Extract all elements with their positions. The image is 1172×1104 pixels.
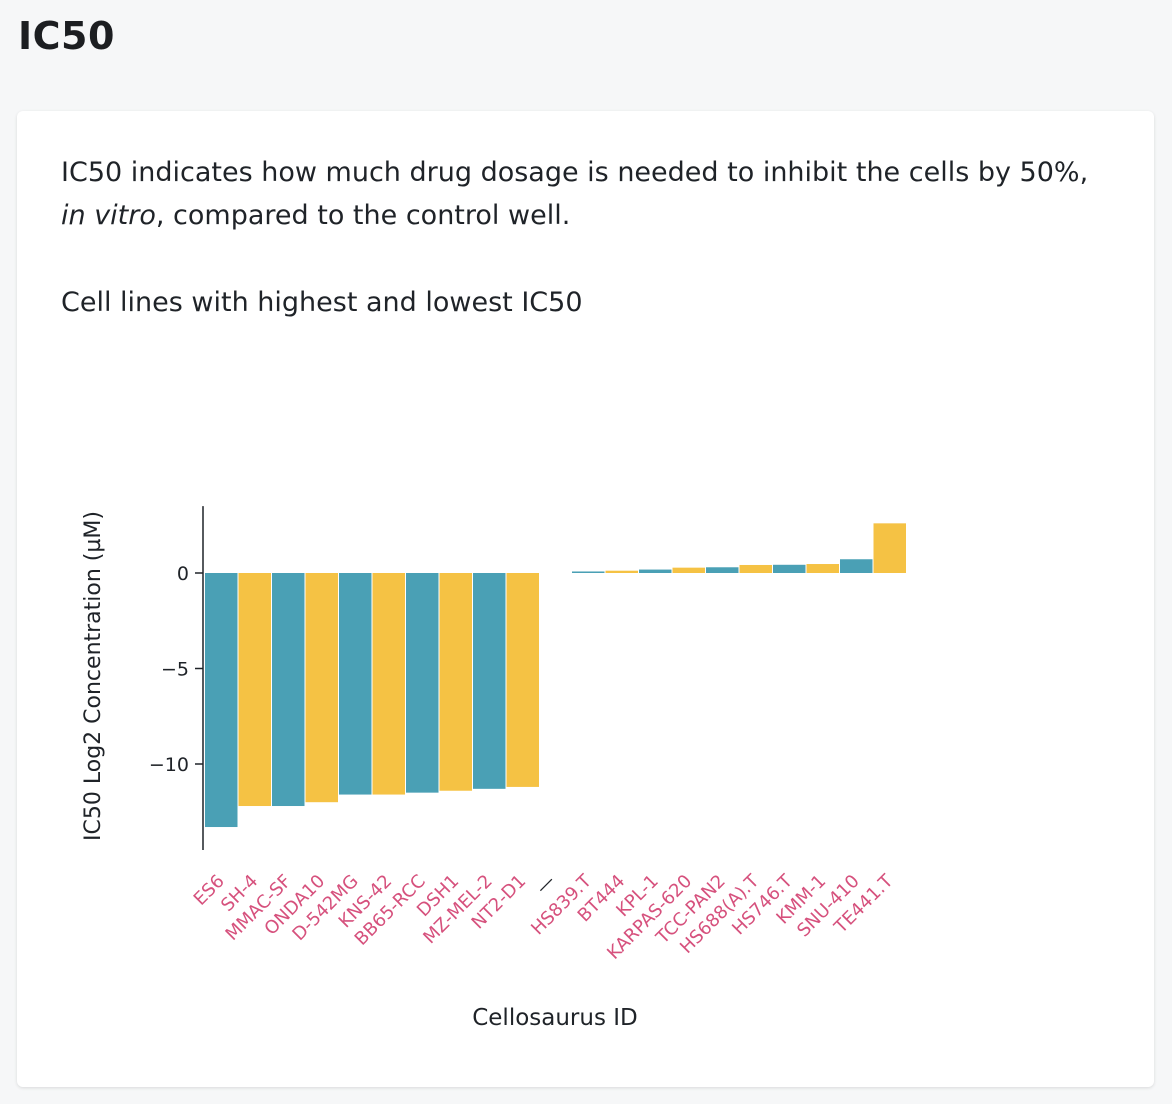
bar-tcc-pan2[interactable]: [706, 567, 739, 573]
bar-hs839-t[interactable]: [572, 571, 605, 573]
bar-dsh1[interactable]: [439, 573, 473, 791]
bar-mmac-sf[interactable]: [272, 573, 305, 807]
bar-d-542mg[interactable]: [339, 573, 372, 795]
chart-subtitle: Cell lines with highest and lowest IC50: [61, 287, 583, 318]
bar-hs746-t[interactable]: [773, 564, 806, 573]
bar-onda10[interactable]: [305, 573, 339, 803]
bar-hs688-a-t[interactable]: [739, 564, 773, 573]
description-text: IC50 indicates how much drug dosage is n…: [61, 157, 1089, 188]
bar-bb65-rcc[interactable]: [406, 573, 439, 793]
bar-bt444[interactable]: [605, 570, 639, 573]
bar-kmm-1[interactable]: [806, 564, 840, 573]
description-emphasis: in vitro: [61, 200, 156, 231]
y-tick-label: 0: [177, 563, 189, 585]
bars: [205, 523, 907, 828]
bar-sh-4[interactable]: [238, 573, 272, 807]
description-text-end: , compared to the control well.: [155, 200, 571, 231]
bar-nt2-d1[interactable]: [506, 573, 540, 787]
bar-karpas-620[interactable]: [672, 567, 706, 573]
y-ticks: 0 −5 −10: [149, 563, 203, 776]
description: IC50 indicates how much drug dosage is n…: [61, 151, 1101, 237]
y-tick-label: −5: [161, 659, 189, 681]
bar-te441-t[interactable]: [873, 523, 907, 573]
y-tick-label: −10: [149, 754, 189, 776]
bar-es6[interactable]: [205, 573, 238, 828]
bar-mz-mel-2[interactable]: [473, 573, 506, 789]
bar-kns-42[interactable]: [372, 573, 406, 795]
x-tick-labels: ES6SH-4MMAC-SFONDA10D-542MGKNS-42BB65-RC…: [190, 870, 898, 964]
x-tick-gap-label: —: [532, 871, 560, 899]
y-axis-label: IC50 Log2 Concentration (µM): [81, 511, 106, 841]
bar-snu-410[interactable]: [840, 559, 873, 573]
page-title: IC50: [18, 14, 115, 58]
bar-kpl-1[interactable]: [639, 569, 672, 573]
x-axis-label: Cellosaurus ID: [472, 1005, 638, 1031]
